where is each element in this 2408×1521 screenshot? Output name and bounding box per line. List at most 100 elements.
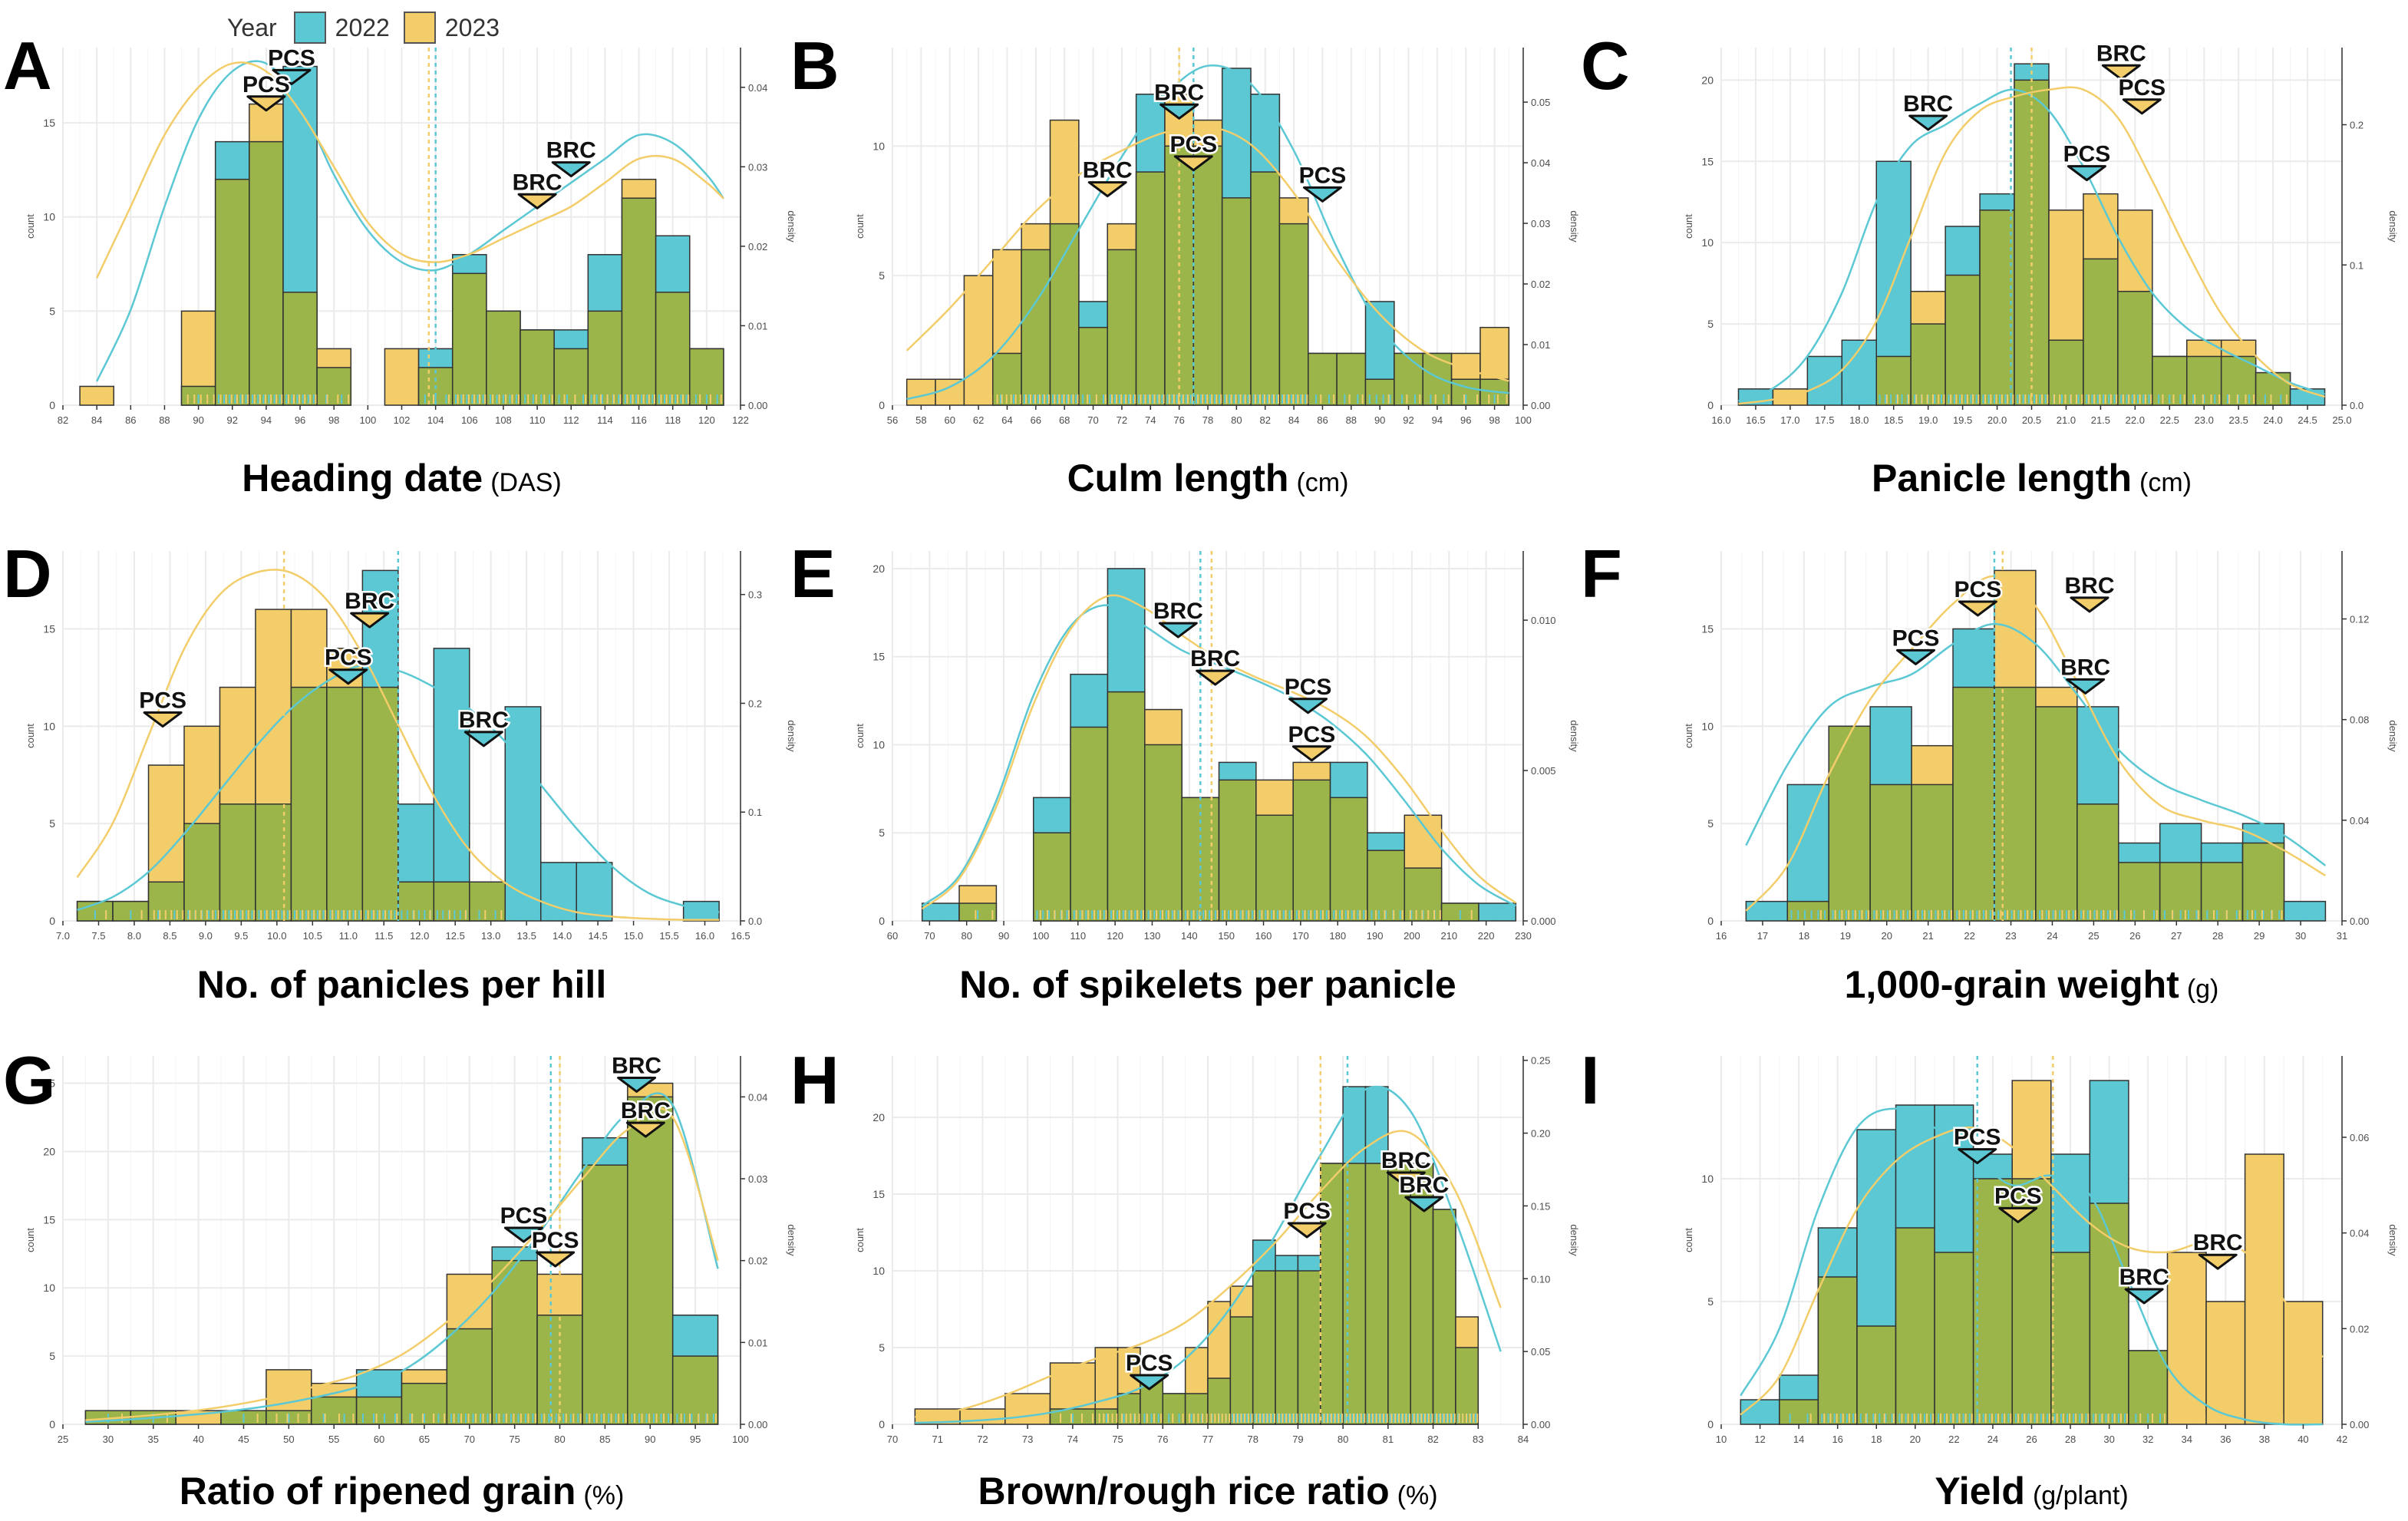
panel-h-marker-pcs (1287, 1222, 1327, 1239)
panel-b-marker-label-brc: BRC (1154, 80, 1204, 105)
panel-b-x-tick-label: 100 (1515, 414, 1532, 426)
panel-i-bar-2023 (2205, 1301, 2246, 1425)
panel-a-x-title: Heading date (DAS) (242, 457, 562, 500)
panel-e-y2-tick-label: 0.010 (1531, 615, 1556, 626)
panel-h-y2-tick-label: 0.15 (1531, 1200, 1550, 1212)
panel-b-x-tick-label: 64 (1001, 414, 1012, 426)
panel-c-x-tick-label: 22.5 (2160, 414, 2179, 426)
panel-b-y-tick-label: 0 (879, 399, 885, 411)
panel-b-x-tick-label: 80 (1231, 414, 1242, 426)
panel-a-x-tick-label: 114 (597, 414, 613, 426)
panel-e-x-tick-label: 90 (998, 930, 1009, 942)
panel-c-y-tick-label: 20 (1701, 74, 1714, 86)
panel-i-x-tick-label: 14 (1793, 1434, 1804, 1445)
panel-a-marker-label-pcs: PCS (242, 72, 290, 97)
panel-c-x-tick-label: 23.5 (2229, 414, 2248, 426)
panel-b-x-tick-label: 86 (1317, 414, 1328, 426)
panel-b-x-tick-label: 76 (1173, 414, 1184, 426)
panel-i-marker-label-brc: BRC (2193, 1230, 2243, 1255)
panel-e-density-2022 (921, 604, 1516, 907)
panel-e-x-tick-label: 190 (1367, 930, 1384, 942)
panel-i-x-tick-label: 40 (2297, 1434, 2308, 1445)
panel-b-x-tick-label: 62 (973, 414, 984, 426)
panel-g-bar-overlap (627, 1096, 674, 1425)
panel-f-x-tick-label: 16 (1716, 930, 1727, 942)
panel-c-bar-overlap (2048, 339, 2084, 406)
panel-f-marker-label-pcs: PCS (1892, 625, 1940, 651)
panel-g-y2-tick-label: 0.03 (748, 1173, 767, 1185)
panel-c-bar-overlap (2083, 258, 2119, 406)
panel-d-x-tick-label: 14.5 (588, 930, 607, 942)
panel-h: 0.00 0.05 0.10 0.15 0.20 0.25 density 0 5 10 15 20 c… (790, 1042, 1580, 1513)
panel-b-marker-brc (1159, 103, 1199, 120)
panel-e-y-tick-label: 5 (879, 826, 885, 839)
panel-f-density-2022 (1745, 622, 2327, 866)
panel-c-bar-overlap (1875, 355, 1912, 406)
panel-a-x-tick-label: 106 (461, 414, 478, 426)
panel-b-marker-brc (1087, 181, 1127, 198)
panel-b-y-label: count (854, 214, 866, 239)
panel-d-x-tick-label: 10.5 (303, 930, 322, 942)
panel-a-y2-tick-label: 0.00 (748, 400, 767, 411)
panel-a-y-tick-label: 10 (43, 211, 55, 223)
panel-e-x-tick-label: 60 (887, 930, 898, 942)
panel-f-y-label: count (1683, 724, 1694, 748)
panel-a-y2-tick-label: 0.02 (748, 241, 767, 252)
panel-h-bar-overlap (1455, 1347, 1479, 1425)
panel-b-x-tick-label: 94 (1432, 414, 1443, 426)
panel-b-bar-overlap (1221, 197, 1252, 406)
panel-d-x-tick-label: 8.5 (163, 930, 176, 942)
panel-b-marker-label-pcs: PCS (1169, 132, 1217, 157)
panel-a-bar-overlap (621, 197, 657, 406)
panel-a-x-tick-label: 82 (58, 414, 68, 426)
panel-g-y-tick-label: 25 (43, 1077, 55, 1090)
panel-i-x-tick-label: 34 (2182, 1434, 2192, 1445)
panel-c-x-tick-label: 23.0 (2195, 414, 2214, 426)
panel-h-x-tick-label: 71 (932, 1434, 942, 1445)
panel-b-letter: B (790, 28, 840, 104)
panel-g-x-tick-label: 45 (238, 1434, 249, 1445)
panel-f-x-tick-label: 31 (2337, 930, 2347, 942)
panel-d-bar-overlap (219, 803, 256, 922)
panel-g-x-tick-label: 80 (554, 1434, 565, 1445)
panel-i-x-title-main: Yield (1935, 1470, 2025, 1513)
panel-d-x-tick-label: 10.0 (267, 930, 286, 942)
panel-b-bar-2023 (935, 378, 965, 406)
panel-f-x-tick-label: 25 (2088, 930, 2099, 942)
panel-c-y2-label: density (2387, 210, 2399, 243)
panel-i-marker-pcs (1958, 1148, 1997, 1165)
panel-e-marker-label-pcs: PCS (1288, 722, 1336, 747)
panel-c-bar-overlap (1945, 274, 1981, 406)
panel-a-x-tick-label: 100 (359, 414, 376, 426)
panel-b-x-tick-label: 58 (915, 414, 926, 426)
panel-g-x-tick-label: 65 (419, 1434, 430, 1445)
panel-c-x-title: Panicle length (cm) (1872, 457, 2192, 500)
panel-f-x-tick-label: 30 (2295, 930, 2306, 942)
panel-f-x-tick-label: 27 (2171, 930, 2182, 942)
panel-e-bar-overlap (1107, 691, 1146, 922)
panel-b-y2-label: density (1568, 210, 1580, 243)
panel-g-bar-overlap (355, 1396, 403, 1425)
panel-a-density-2022 (96, 60, 724, 382)
panel-g-marker-label-brc: BRC (612, 1053, 661, 1078)
panel-f-letter: F (1581, 536, 1622, 612)
panel-i-density-2023 (1740, 1126, 2324, 1416)
panel-e-x-title-main: No. of spikelets per panicle (959, 963, 1456, 1006)
panel-g-x-tick-label: 40 (193, 1434, 203, 1445)
panel-d-y2-tick-label: 0.0 (748, 916, 762, 927)
panel-i-x-title: Yield (g/plant) (1935, 1470, 2128, 1513)
panel-b-bar-overlap (1049, 223, 1080, 406)
panel-a-bar-overlap (553, 348, 589, 406)
panel-f-x-tick-label: 17 (1757, 930, 1768, 942)
panel-d-y-tick-label: 0 (49, 915, 55, 927)
panel-e-bar-overlap (1292, 779, 1331, 922)
panel-d: 0.0 0.1 0.2 0.3 density 0 5 10 15 count 7.0 7.5 8.0 8… (3, 536, 797, 1006)
panel-d-letter: D (3, 536, 52, 612)
panel-d-x-tick-label: 15.0 (624, 930, 643, 942)
panel-h-density-2023 (915, 1130, 1502, 1418)
panel-h-x-tick-label: 75 (1112, 1434, 1123, 1445)
panel-b: 0.00 0.01 0.02 0.03 0.04 0.05 density 0 5 10 count… (790, 28, 1580, 500)
panel-f-y2-tick-label: 0.00 (2350, 916, 2369, 927)
panel-h-marker-pcs (1130, 1374, 1169, 1391)
panel-e-x-tick-label: 180 (1329, 930, 1346, 942)
